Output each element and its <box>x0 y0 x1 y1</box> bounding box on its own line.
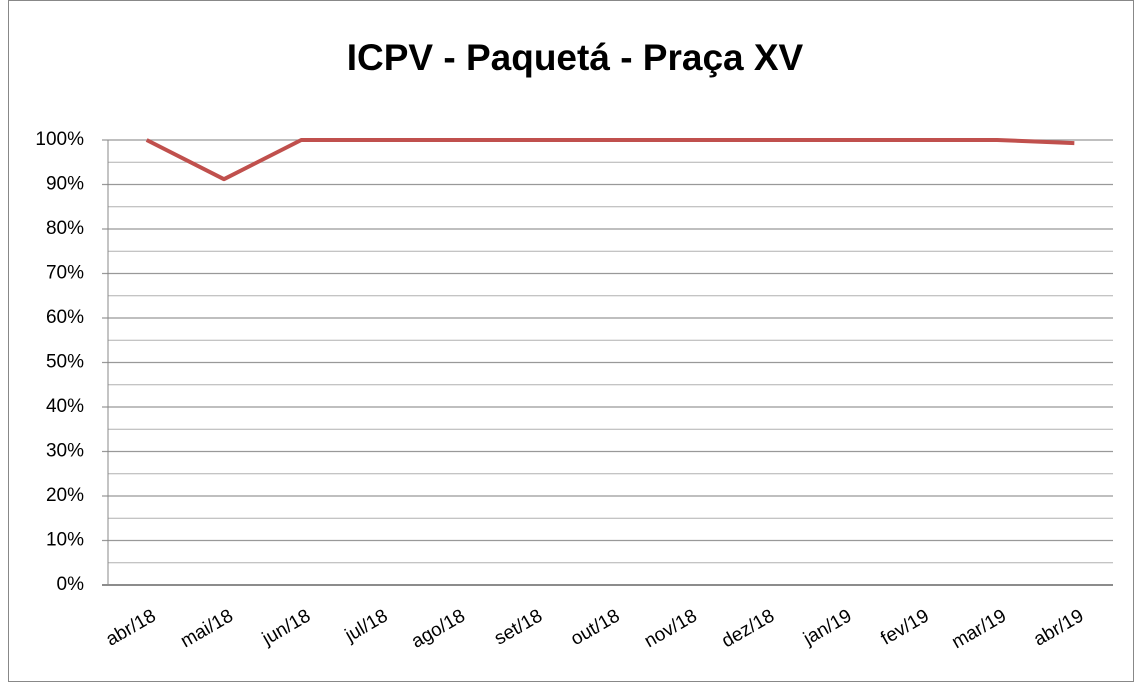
y-tick-label: 40% <box>46 396 84 417</box>
y-tick-label: 80% <box>46 218 84 239</box>
y-tick-label: 20% <box>46 485 84 506</box>
y-tick-label: 30% <box>46 441 84 462</box>
y-tick-label: 100% <box>35 129 84 150</box>
chart-border <box>8 0 1134 682</box>
y-tick-label: 70% <box>46 263 84 284</box>
y-tick-label: 10% <box>46 530 84 551</box>
y-tick-label: 50% <box>46 352 84 373</box>
line-series <box>145 138 1075 182</box>
y-tick-label: 60% <box>46 307 84 328</box>
chart-title: ICPV - Paquetá - Praça XV <box>347 37 804 78</box>
y-tick-label: 90% <box>46 174 84 195</box>
y-tick-label: 0% <box>57 574 85 595</box>
